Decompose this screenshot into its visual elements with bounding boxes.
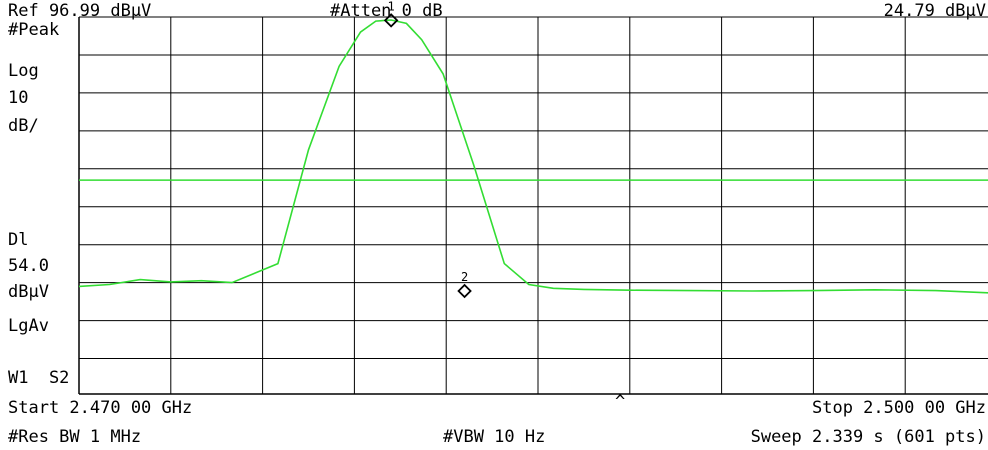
attenuation-readout: #Atten 0 dB (330, 1, 443, 21)
resolution-bandwidth: #Res BW 1 MHz (8, 427, 142, 447)
detector-label: #Peak (8, 20, 60, 40)
stop-frequency: Stop 2.500 00 GHz (812, 398, 986, 418)
averaging-label: LgAv (8, 316, 49, 336)
scale-type-label: Log (8, 61, 39, 81)
sweep-caret: ^ (615, 392, 626, 412)
display-line-unit: dBμV (8, 282, 49, 302)
marker-level-readout: 24.79 dBμV (883, 1, 986, 21)
spectrum-trace (78, 19, 988, 294)
scale-value-label: 10 (8, 88, 29, 108)
marker-1-diamond (383, 13, 399, 28)
marker-1-label: 1 (388, 0, 395, 13)
display-line-label: Dl (8, 230, 29, 250)
sweep-time: Sweep 2.339 s (601 pts) (750, 427, 986, 447)
ref-level-readout: Ref 96.99 dBμV (8, 1, 152, 21)
start-frequency: Start 2.470 00 GHz (8, 398, 193, 418)
marker-2-label: 2 (461, 270, 468, 284)
scale-unit-label: dB/ (8, 116, 39, 136)
graticule (78, 16, 988, 395)
trace-status-label: W1 S2 (8, 368, 70, 388)
markers: 12 (383, 0, 472, 299)
display-line-value: 54.0 (8, 256, 49, 276)
video-bandwidth: #VBW 10 Hz (443, 427, 546, 447)
marker-2-diamond (457, 283, 472, 299)
